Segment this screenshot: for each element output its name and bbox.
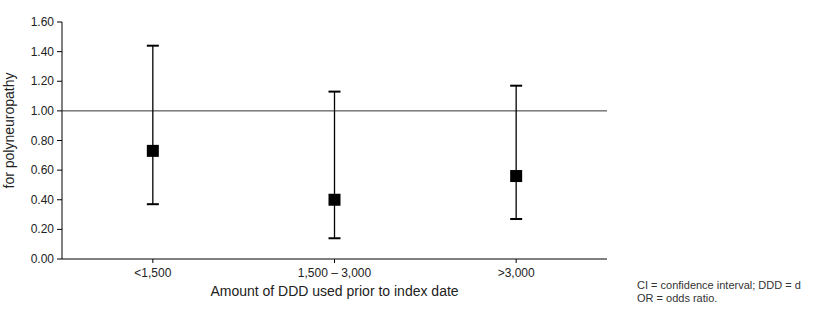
x-tick (516, 259, 517, 263)
point (147, 145, 159, 157)
y-tick (57, 81, 62, 82)
point (510, 170, 522, 182)
x-tick (152, 259, 153, 263)
x-tick-label: <1,500 (134, 266, 171, 280)
error-cap-lower (147, 203, 159, 205)
y-tick-label: 0.00 (31, 252, 55, 266)
error-cap-upper (510, 85, 522, 87)
y-tick-label: 0.40 (31, 193, 55, 207)
y-tick (57, 51, 62, 52)
x-axis-label: Amount of DDD used prior to index date (210, 283, 458, 299)
y-tick-label: 1.40 (31, 45, 55, 59)
error-cap-lower (329, 237, 341, 239)
error-bar (334, 92, 335, 239)
y-tick-label: 0.60 (31, 163, 55, 177)
y-tick (57, 259, 62, 260)
y-tick-label: 1.00 (31, 104, 55, 118)
x-tick (334, 259, 335, 263)
y-tick (57, 170, 62, 171)
plot-area (62, 46, 607, 239)
footnote: CI = confidence interval; DDD = d (637, 279, 801, 291)
error-bar (152, 46, 153, 204)
error-cap-lower (510, 218, 522, 220)
point (329, 194, 341, 206)
error-bar (516, 86, 517, 219)
chart: 0.00 0.20 0.40 0.60 0.80 1.00 1.20 1.40 1.60 <1,5… (0, 0, 838, 318)
y-tick-label: 0.80 (31, 134, 55, 148)
y-tick (57, 110, 62, 111)
footnote: OR = odds ratio. (637, 292, 717, 304)
y-tick (57, 22, 62, 23)
y-tick (57, 199, 62, 200)
error-cap-upper (329, 91, 341, 93)
x-tick-label: 1,500 – 3,000 (298, 266, 372, 280)
y-tick-label: 0.20 (31, 222, 55, 236)
y-tick (57, 140, 62, 141)
error-cap-upper (147, 45, 159, 47)
y-tick-label: 1.20 (31, 74, 55, 88)
y-tick (57, 229, 62, 230)
y-axis-label: for polyneuropathy (1, 73, 17, 189)
x-tick-label: >3,000 (498, 266, 535, 280)
y-axis (62, 22, 63, 259)
y-tick-label: 1.60 (31, 15, 55, 29)
